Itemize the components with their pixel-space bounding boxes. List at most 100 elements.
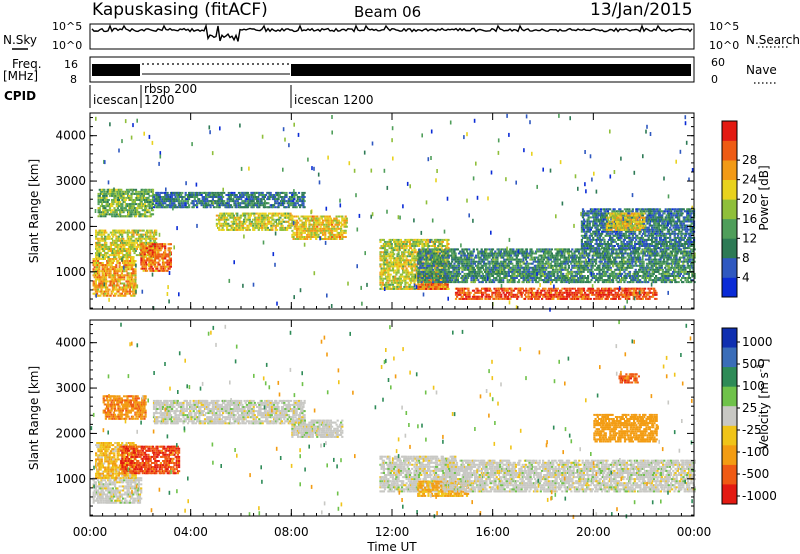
power-cell (231, 216, 234, 219)
power-cell (441, 240, 444, 243)
power-cell (446, 285, 449, 288)
power-cell (613, 295, 616, 298)
power-cell (167, 200, 170, 203)
power-cell (254, 191, 257, 194)
power-cell (563, 287, 566, 290)
power-cell (182, 200, 185, 203)
power-cell (343, 217, 346, 220)
power-cell (400, 267, 404, 270)
power-cell (153, 231, 157, 234)
power-cell (215, 194, 218, 196)
power-cell (193, 194, 196, 196)
power-cell (311, 229, 314, 232)
power-cell (393, 287, 396, 290)
power-cell (205, 196, 208, 198)
power-cell (141, 213, 144, 216)
power-cell (247, 226, 250, 229)
power-cell (400, 281, 404, 284)
power-cell (388, 279, 391, 282)
power-cell (290, 224, 293, 227)
power-cell (245, 194, 248, 196)
power-cell (138, 207, 141, 210)
power-cell (100, 229, 103, 232)
power-cell (335, 215, 338, 218)
power-cell (200, 204, 203, 207)
power-cell (133, 252, 136, 255)
power-cell (151, 241, 154, 244)
power-cell (288, 222, 291, 225)
power-cell (295, 231, 299, 234)
power-cell (209, 196, 212, 198)
power-cell (261, 204, 264, 207)
power-cell (383, 245, 387, 247)
power-cell (418, 279, 421, 282)
power-cell (119, 294, 122, 297)
power-cell (125, 196, 129, 199)
power-cell (125, 270, 128, 273)
power-cell (147, 245, 150, 248)
power-cell (436, 265, 439, 268)
power-cell (537, 295, 540, 298)
power-cell (114, 258, 117, 260)
power-cell (265, 194, 268, 196)
power-cell (102, 264, 105, 267)
power-cell (335, 238, 338, 240)
power-cell (397, 263, 400, 266)
power-cell (426, 283, 429, 286)
power-cell (220, 198, 224, 201)
power-cell (440, 243, 443, 245)
power-cell (209, 194, 212, 196)
power-cell (125, 250, 128, 252)
power-cell (117, 231, 120, 234)
power-cell (115, 209, 118, 212)
power-cell (174, 206, 177, 209)
power-cell (488, 297, 492, 300)
power-cell (301, 236, 304, 238)
power-cell (141, 235, 144, 238)
power-cell (115, 205, 118, 208)
power-cell (131, 211, 134, 214)
power-cell (171, 200, 174, 203)
power-cell (209, 191, 212, 194)
power-cell (140, 257, 143, 260)
power-cell (96, 241, 99, 244)
power-cell (403, 245, 406, 247)
power-cell (554, 289, 557, 292)
power-cell (217, 202, 220, 205)
power-cell (98, 194, 101, 197)
power-cell (114, 272, 117, 275)
power-cell (454, 293, 458, 296)
power-cell (105, 196, 108, 199)
power-cell (96, 237, 99, 240)
power-cell (270, 224, 273, 227)
power-cell (243, 218, 246, 221)
power-cell (98, 237, 101, 240)
power-cell (542, 287, 545, 290)
power-cell (115, 250, 118, 252)
power-cell (99, 215, 102, 218)
power-cell (470, 297, 473, 300)
power-cell (326, 219, 329, 222)
power-cell (380, 245, 383, 247)
power-cell (397, 287, 400, 290)
power-cell (191, 206, 194, 209)
power-cell (95, 231, 98, 234)
power-cell (125, 203, 129, 206)
power-cell (311, 227, 314, 230)
power-cell (131, 264, 134, 267)
power-cell (380, 251, 383, 254)
power-cell (631, 287, 634, 290)
power-cell (382, 277, 385, 280)
power-cell (308, 223, 311, 226)
power-cell (294, 191, 297, 194)
power-cell (652, 295, 655, 298)
power-cell (119, 270, 122, 273)
power-cell (390, 287, 393, 290)
power-cell (429, 268, 432, 271)
power-cell (172, 204, 175, 207)
power-cell (117, 252, 120, 255)
power-cell (174, 191, 177, 194)
power-cell (417, 272, 420, 275)
power-cell (112, 243, 115, 246)
power-cell (160, 265, 163, 268)
